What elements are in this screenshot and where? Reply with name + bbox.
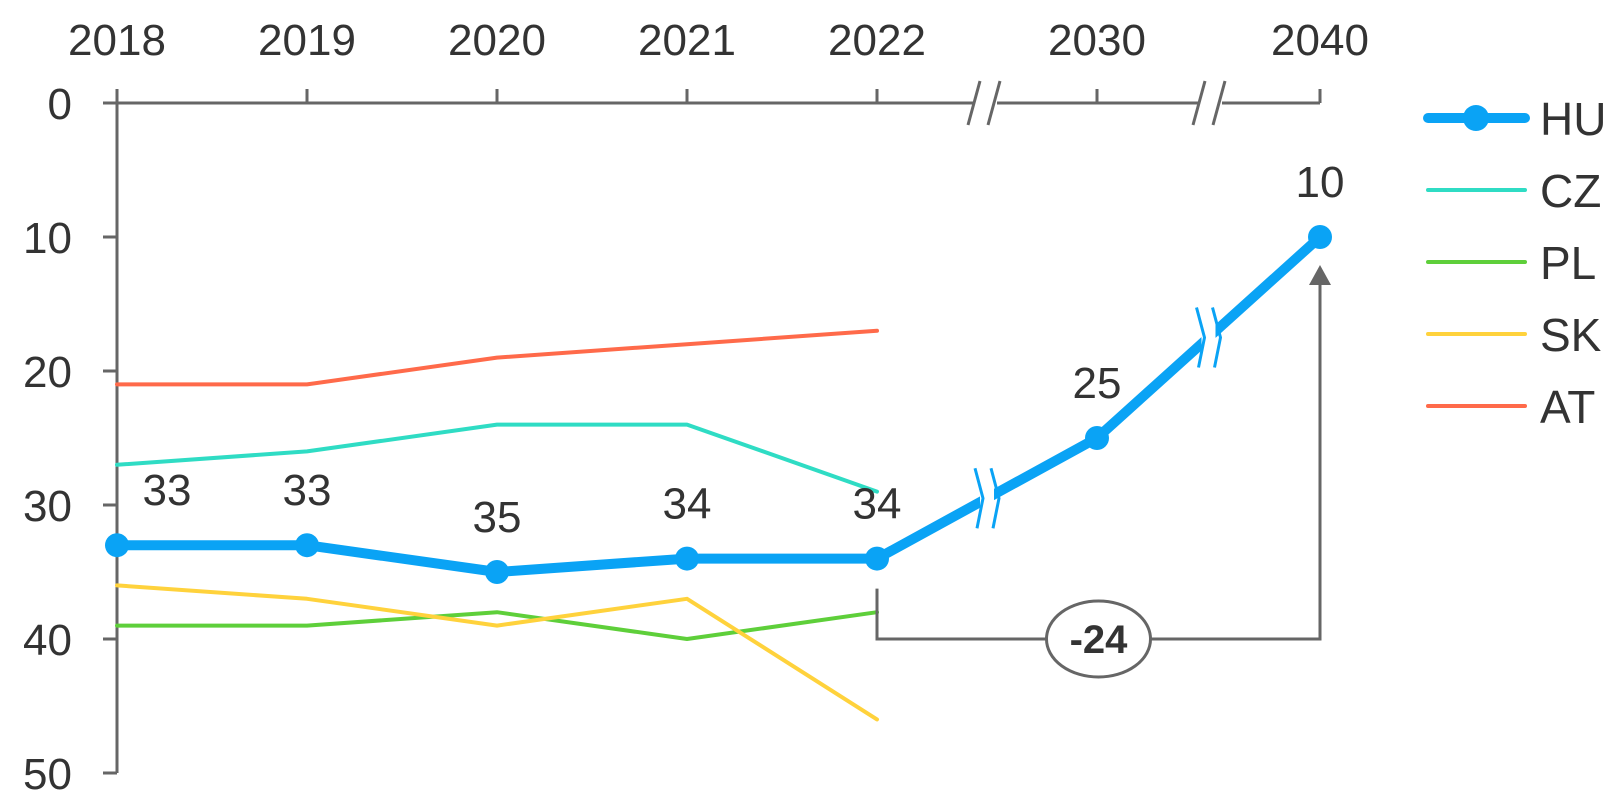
series-break-mark bbox=[1195, 307, 1207, 368]
legend-label: PL bbox=[1540, 237, 1596, 289]
legend-label: CZ bbox=[1540, 165, 1601, 217]
legend-item-hu: HU bbox=[1423, 93, 1606, 145]
y-tick-label: 10 bbox=[23, 214, 72, 263]
data-point-hu bbox=[485, 560, 509, 584]
y-tick-label: 30 bbox=[23, 482, 72, 531]
delta-bracket bbox=[875, 275, 1322, 641]
data-point-hu bbox=[105, 533, 129, 558]
legend-label: AT bbox=[1540, 381, 1595, 433]
legend-item-cz: CZ bbox=[1426, 165, 1601, 217]
series-line-cz bbox=[115, 422, 879, 494]
series-line-pl bbox=[115, 610, 879, 641]
x-axis-break-gap bbox=[973, 93, 997, 113]
legend-item-at: AT bbox=[1426, 381, 1595, 433]
x-tick-label: 2018 bbox=[68, 16, 166, 65]
x-tick-label: 2040 bbox=[1271, 16, 1369, 65]
x-tick-label: 2020 bbox=[448, 16, 546, 65]
legend-label: HU bbox=[1540, 93, 1606, 145]
legend-item-pl: PL bbox=[1426, 237, 1596, 289]
legend-label: SK bbox=[1540, 309, 1602, 361]
data-point-hu bbox=[675, 546, 699, 571]
data-label: 10 bbox=[1296, 158, 1345, 207]
legend: HU CZ PL SK AT bbox=[1423, 93, 1606, 433]
legend-item-sk: SK bbox=[1426, 309, 1602, 361]
x-axis: 2018 2019 2020 2021 2022 2030 2040 bbox=[68, 16, 1369, 126]
series-line-sk bbox=[115, 583, 879, 722]
y-tick-label: 40 bbox=[23, 616, 72, 665]
series-break-mark bbox=[989, 467, 1001, 529]
data-label: 35 bbox=[473, 493, 522, 542]
data-point-hu bbox=[1085, 426, 1109, 450]
data-point-hu bbox=[295, 533, 319, 558]
y-tick-label: 0 bbox=[48, 80, 72, 129]
x-tick-label: 2022 bbox=[828, 16, 926, 65]
series-line-hu bbox=[112, 232, 1325, 577]
y-tick-label: 50 bbox=[23, 750, 72, 793]
delta-arrowhead bbox=[1309, 265, 1331, 285]
series-layer: 33 33 35 34 34 25 10 bbox=[105, 158, 1345, 722]
data-label: 33 bbox=[143, 466, 192, 515]
x-axis-break-mark bbox=[986, 80, 1002, 126]
x-tick-label: 2030 bbox=[1048, 16, 1146, 65]
data-point-hu bbox=[1308, 225, 1332, 249]
series-break-gap bbox=[1201, 311, 1216, 364]
x-axis-break-mark bbox=[1191, 80, 1207, 126]
x-axis-break-gap bbox=[1198, 93, 1222, 113]
data-label: 33 bbox=[283, 466, 332, 515]
x-axis-break-mark bbox=[1211, 80, 1227, 126]
series-break-gap bbox=[980, 472, 994, 525]
legend-marker bbox=[1463, 105, 1489, 131]
series-break-mark bbox=[1211, 307, 1223, 368]
y-tick-label: 20 bbox=[23, 348, 72, 397]
data-label: 25 bbox=[1073, 359, 1122, 408]
data-point-hu bbox=[865, 546, 889, 571]
data-label: 34 bbox=[853, 480, 902, 529]
annotation-layer: -24 bbox=[875, 265, 1331, 679]
series-break-mark bbox=[973, 467, 985, 529]
x-axis-break-mark bbox=[966, 80, 982, 126]
delta-badge bbox=[1045, 599, 1152, 679]
data-label: 34 bbox=[663, 480, 712, 529]
x-tick-label: 2021 bbox=[638, 16, 736, 65]
y-axis: 0 10 20 30 40 50 bbox=[23, 80, 119, 793]
series-line-at bbox=[115, 328, 879, 387]
delta-label: -24 bbox=[1070, 618, 1129, 662]
x-tick-label: 2019 bbox=[258, 16, 356, 65]
